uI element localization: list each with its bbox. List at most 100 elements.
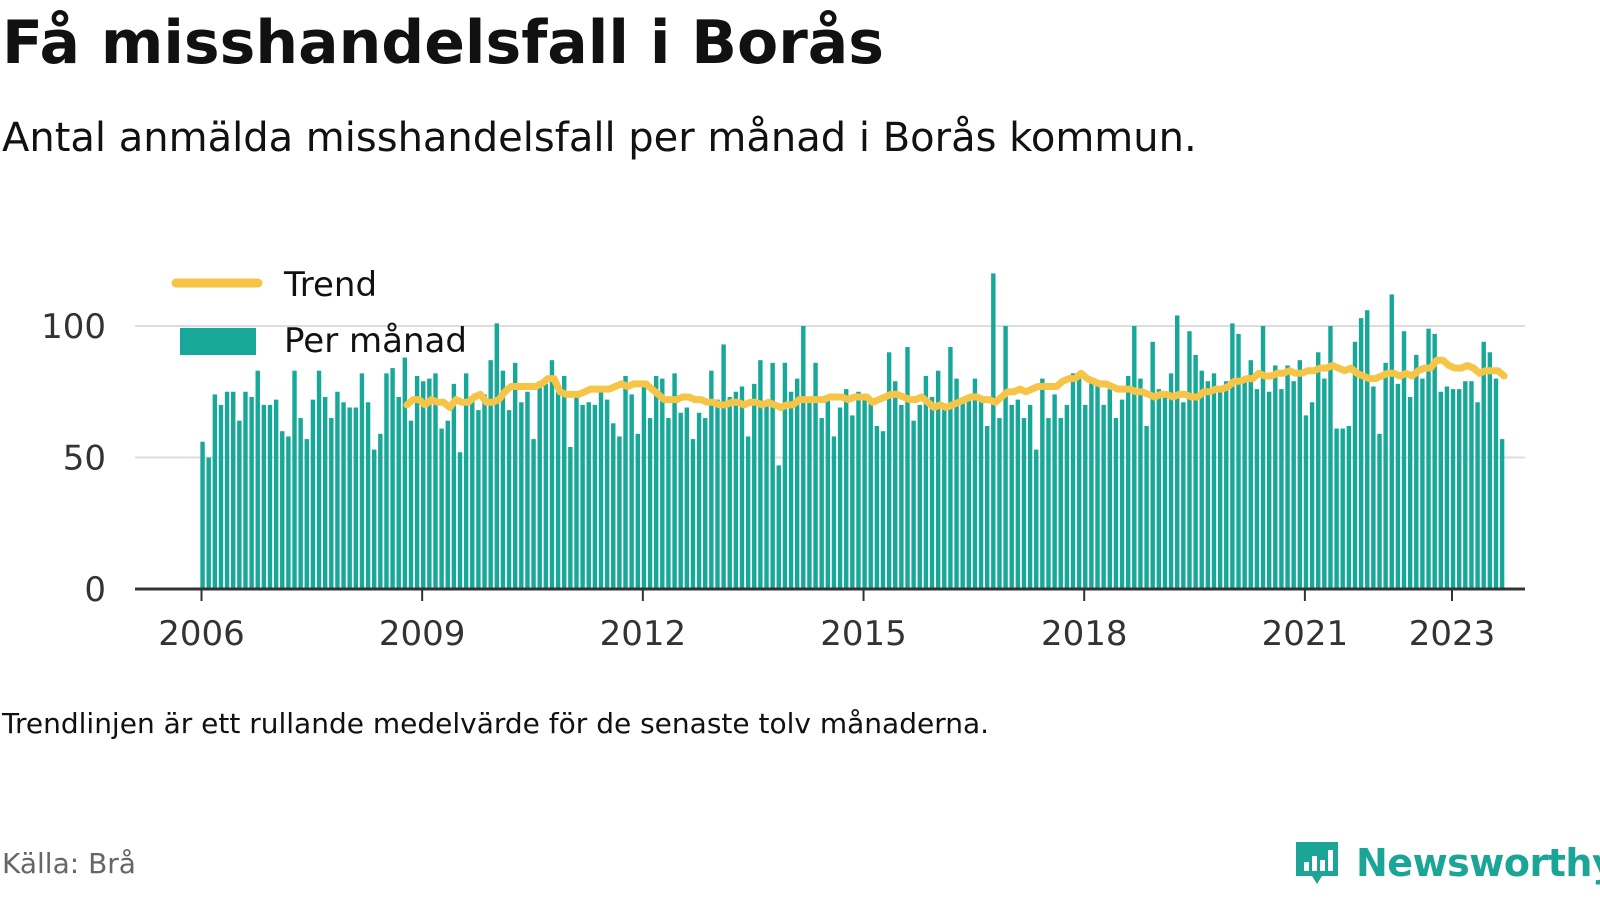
bar [1401, 331, 1407, 589]
bar [378, 433, 383, 589]
x-tick-label: 2015 [820, 614, 907, 654]
bar [421, 381, 426, 589]
bar [482, 394, 487, 589]
bar [1432, 333, 1437, 589]
bar [206, 457, 211, 589]
legend: Trend Per månad [171, 265, 467, 361]
bar [592, 404, 598, 589]
bar [286, 436, 291, 589]
bar [1481, 341, 1486, 589]
bar [224, 391, 230, 589]
bar [488, 360, 493, 589]
bar [917, 404, 922, 589]
bar [261, 404, 267, 589]
bar [1089, 381, 1094, 589]
bar [347, 407, 352, 589]
axes: 2006 2009 2012 2015 2018 2021 2023 [135, 587, 1525, 654]
bar [954, 378, 959, 589]
bar [500, 370, 506, 589]
bar [1266, 391, 1272, 589]
bar [531, 439, 536, 589]
bar [1040, 378, 1045, 589]
bar [396, 397, 401, 589]
bar [1389, 294, 1394, 589]
bar [935, 370, 941, 589]
bar [1175, 315, 1180, 589]
bar [310, 399, 316, 589]
bar [580, 404, 585, 589]
bar [316, 370, 322, 589]
bar [574, 394, 579, 589]
bar [1340, 428, 1345, 589]
bar [850, 415, 855, 589]
bar [1371, 386, 1376, 589]
bar [727, 397, 732, 589]
bar [586, 402, 591, 589]
bar [923, 375, 929, 589]
bar [960, 402, 965, 589]
bar [899, 404, 904, 589]
bar [844, 389, 849, 589]
bar [322, 397, 328, 589]
chart-area: 0 50 100 2006 2009 2012 2015 2018 2021 2023 Tren… [41, 265, 1525, 654]
bar [537, 381, 542, 589]
x-tick-label: 2023 [1409, 614, 1496, 654]
bar [1027, 404, 1033, 589]
bar [1217, 389, 1223, 589]
bar [1052, 394, 1057, 589]
bar [1064, 404, 1070, 589]
bar [304, 439, 309, 589]
bar [1328, 326, 1333, 589]
bar [929, 397, 935, 589]
bar [255, 370, 260, 589]
bar [408, 420, 414, 589]
bar [733, 391, 739, 589]
bar [519, 402, 524, 589]
bar [359, 373, 365, 589]
bar [703, 418, 708, 589]
bar [696, 412, 702, 589]
x-tick-label: 2012 [600, 614, 687, 654]
bar [402, 357, 408, 589]
brand-name: Newsworthy [1356, 841, 1600, 885]
bar [623, 375, 628, 589]
bar [905, 347, 910, 589]
bar [1095, 381, 1100, 589]
bar [1119, 399, 1125, 589]
bar [641, 383, 647, 589]
bar [1236, 333, 1241, 589]
bar [243, 391, 248, 589]
bar [231, 391, 236, 589]
bar [942, 404, 947, 589]
bar [1199, 370, 1204, 589]
bar [1377, 433, 1382, 589]
bar [1162, 391, 1168, 589]
bar [568, 446, 573, 589]
bar [1279, 389, 1284, 589]
bar [1463, 381, 1468, 589]
bar [1426, 328, 1431, 589]
bar [1070, 373, 1076, 589]
bar [506, 410, 512, 589]
bar [1285, 365, 1290, 589]
bar [1254, 389, 1260, 589]
x-tick-label: 2006 [158, 614, 245, 654]
bar [470, 397, 475, 589]
bar [1291, 381, 1296, 589]
bar [218, 404, 224, 589]
newsworthy-logo-icon [1296, 842, 1338, 884]
bar [1083, 404, 1088, 589]
bar [617, 436, 622, 589]
bar [752, 383, 757, 589]
bar [267, 404, 273, 589]
bar [543, 383, 549, 589]
bar [972, 378, 978, 589]
bar [298, 418, 303, 589]
bar [555, 391, 561, 589]
bar [494, 323, 499, 589]
bar [365, 402, 371, 589]
bar [647, 418, 653, 589]
bar [1248, 360, 1253, 589]
bar [1187, 331, 1192, 589]
bar [1034, 449, 1039, 589]
